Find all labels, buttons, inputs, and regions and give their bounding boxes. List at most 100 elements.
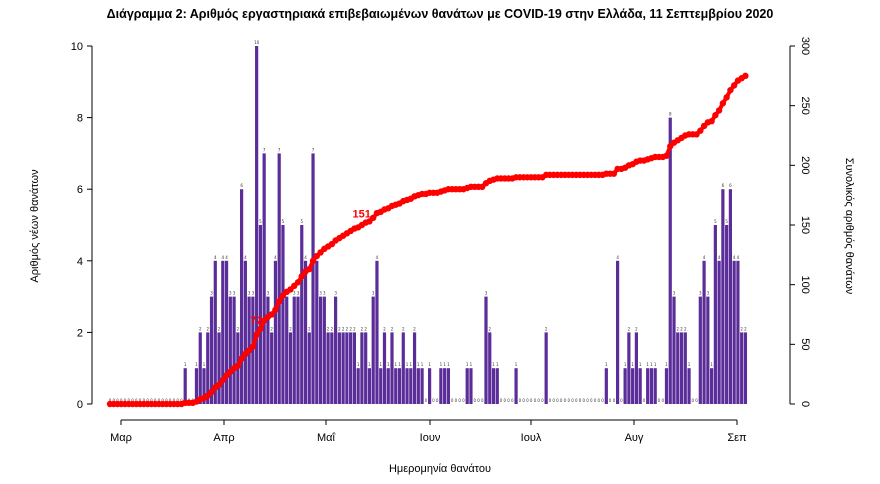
cumulative-point (370, 214, 377, 222)
y-right-tick-label: 300 (799, 37, 811, 55)
daily-bar (300, 225, 304, 404)
y-right-tick-label: 250 (799, 96, 811, 114)
cumulative-point (712, 112, 719, 119)
bar-value-label: 2 (327, 326, 330, 331)
daily-bar (683, 332, 687, 404)
bar-value-label: 1 (421, 362, 424, 367)
x-tick-label: Απρ (213, 432, 234, 444)
y-axis-right-label: Συνολικός αριθμός θανάτων (843, 158, 855, 295)
bar-value-label: 0 (436, 398, 439, 403)
bar-value-label: 4 (718, 255, 721, 260)
bar-value-label: 1 (379, 362, 382, 367)
bar-value-label: 0 (579, 398, 582, 403)
bar-labels-group: 0000000000000000000010012123424433264331… (109, 40, 747, 403)
daily-bar (371, 296, 375, 404)
daily-bar (397, 368, 402, 404)
daily-bar (721, 189, 725, 404)
bar-value-label: 3 (372, 291, 375, 296)
bars-group (183, 46, 748, 404)
daily-bar (341, 332, 345, 404)
bar-value-label: 2 (349, 326, 352, 331)
daily-bar (634, 332, 638, 404)
x-axis-label: Ημερομηνία θανάτου (389, 463, 491, 475)
bar-value-label: 0 (146, 398, 149, 403)
cumulative-point (730, 82, 738, 89)
cumulative-line (110, 74, 747, 406)
bar-value-label: 3 (319, 291, 322, 296)
bar-value-label: 0 (556, 398, 559, 403)
daily-bar (364, 332, 368, 404)
bar-value-label: 1 (650, 362, 653, 367)
cumulative-point (294, 279, 302, 286)
bar-value-label: 2 (346, 326, 349, 331)
bar-value-label: 0 (176, 398, 179, 403)
bar-value-label: 0 (590, 398, 593, 403)
daily-bar (213, 260, 217, 404)
bar-value-label: 0 (534, 398, 537, 403)
bar-value-label: 1 (492, 362, 495, 367)
bar-value-label: 2 (342, 326, 345, 331)
daily-bar (484, 296, 488, 404)
bar-value-label: 2 (308, 326, 311, 331)
bar-value-label: 0 (507, 398, 510, 403)
bar-value-label: 4 (733, 255, 736, 260)
daily-bar (623, 368, 627, 404)
cumulative-point (234, 362, 242, 370)
daily-bar (465, 368, 469, 404)
bar-value-label: 0 (541, 398, 544, 403)
bar-value-label: 1 (443, 362, 446, 367)
bar-value-label: 4 (225, 255, 228, 260)
daily-bar (202, 368, 206, 404)
bar-value-label: 6 (729, 183, 732, 188)
bar-value-label: 2 (331, 326, 334, 331)
bar-value-label: 0 (432, 398, 435, 403)
bar-value-label: 1 (496, 362, 499, 367)
daily-bar (360, 332, 364, 404)
daily-bar (740, 332, 744, 404)
bar-value-label: 0 (150, 398, 153, 403)
bar-value-label: 1 (605, 362, 608, 367)
bar-value-label: 0 (481, 398, 484, 403)
bar-value-label: 1 (417, 362, 420, 367)
bar-value-label: 0 (135, 398, 138, 403)
daily-bar (394, 368, 398, 404)
bar-value-label: 0 (695, 398, 698, 403)
bar-value-label: 3 (673, 291, 676, 296)
daily-bar (288, 332, 293, 404)
bar-value-label: 4 (304, 255, 307, 260)
bar-value-label: 1 (515, 362, 518, 367)
daily-bar (251, 296, 255, 404)
daily-bar (732, 260, 736, 404)
bar-value-label: 5 (259, 219, 262, 224)
cumulative-point (253, 331, 260, 338)
daily-bar (390, 332, 394, 404)
bar-value-label: 2 (545, 326, 548, 331)
daily-bar (725, 225, 729, 404)
daily-bar (273, 260, 278, 404)
daily-bar (443, 368, 447, 404)
bar-value-label: 1 (624, 362, 627, 367)
daily-bar (649, 368, 654, 404)
bar-value-label: 0 (158, 398, 161, 403)
bar-value-label: 4 (616, 255, 619, 260)
daily-bar (676, 332, 680, 404)
bar-value-label: 0 (124, 398, 127, 403)
bar-value-label: 2 (199, 326, 202, 331)
y-left-tick-label: 8 (77, 113, 83, 125)
daily-bar (679, 332, 684, 404)
bar-value-label: 0 (537, 398, 540, 403)
daily-bar (627, 332, 631, 404)
bar-value-label: 2 (676, 326, 679, 331)
daily-bar (386, 368, 390, 404)
cumulative-point (742, 72, 749, 80)
daily-bar (405, 368, 409, 404)
bar-value-label: 2 (635, 326, 638, 331)
bar-value-label: 0 (143, 398, 146, 403)
bar-value-label: 0 (139, 398, 142, 403)
bar-value-label: 2 (270, 326, 273, 331)
bar-value-label: 1 (470, 362, 473, 367)
cumulative-point (715, 107, 723, 114)
x-tick-label: Σεπ (727, 432, 747, 444)
daily-bar (243, 260, 247, 404)
bar-value-label: 1 (184, 362, 187, 367)
